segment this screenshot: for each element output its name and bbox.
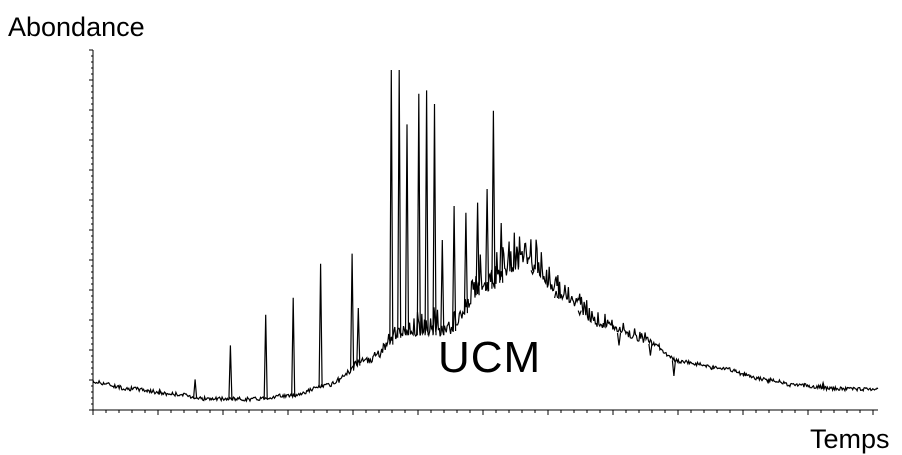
peak-14 <box>440 239 445 336</box>
peak-11 <box>416 93 421 336</box>
peak-2 <box>228 345 233 400</box>
peak-29 <box>742 371 747 377</box>
peak-9 <box>397 69 402 338</box>
peak-22 <box>530 270 535 276</box>
peak-3 <box>263 314 268 399</box>
peak-27 <box>671 360 676 377</box>
peak-0 <box>157 387 162 394</box>
x-axis-label: Temps <box>810 424 890 454</box>
peak-12 <box>424 90 429 336</box>
peak-4 <box>291 297 296 397</box>
peak-5 <box>318 263 323 388</box>
peak-13 <box>432 103 437 336</box>
peak-16 <box>463 212 468 314</box>
peak-6 <box>350 253 355 371</box>
peak-26 <box>648 343 653 356</box>
peak-7 <box>356 307 361 366</box>
peak-17 <box>475 202 480 296</box>
peak-23 <box>554 290 559 299</box>
y-axis-label: Abondance <box>8 12 145 42</box>
peak-31 <box>821 380 826 389</box>
peak-10 <box>404 124 410 336</box>
peak-28 <box>711 364 716 369</box>
peaks-group <box>157 69 826 400</box>
ucm-annotation: UCM <box>438 333 541 382</box>
peak-1 <box>193 379 198 399</box>
peak-25 <box>616 333 622 346</box>
peak-18 <box>485 188 490 291</box>
peak-19 <box>491 110 496 289</box>
peak-24 <box>577 310 582 317</box>
tick-marks <box>89 49 874 415</box>
peak-30 <box>766 379 771 385</box>
peak-15 <box>452 205 457 332</box>
peak-8 <box>389 69 394 345</box>
peak-20 <box>499 222 504 283</box>
peak-21 <box>514 246 519 270</box>
